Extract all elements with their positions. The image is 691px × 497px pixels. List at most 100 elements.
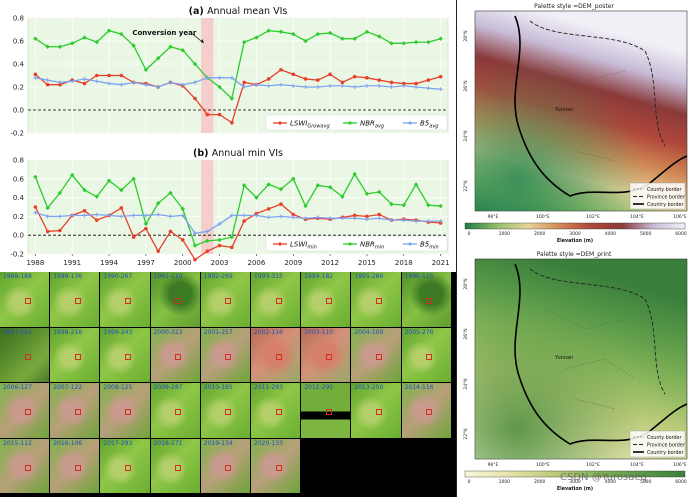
- data-point: [180, 82, 185, 87]
- data-point: [205, 75, 210, 80]
- data-point: [193, 257, 197, 262]
- data-point: [426, 202, 431, 208]
- data-point: [205, 238, 210, 244]
- satellite-tile: 2013-250: [351, 383, 401, 438]
- data-point: [230, 245, 234, 250]
- colorbar-tick-label: 4000: [605, 479, 617, 485]
- data-point: [45, 205, 50, 211]
- plot-location-marker: [74, 409, 81, 416]
- tile-date-label: 2017-293: [103, 439, 133, 447]
- y-tick-label: 0.0: [13, 232, 24, 240]
- plot-location-marker: [225, 464, 232, 471]
- data-point: [426, 39, 431, 45]
- lowland-shading: [475, 11, 687, 211]
- data-point: [45, 44, 50, 49]
- data-point: [389, 218, 394, 223]
- data-point: [82, 81, 87, 86]
- data-point: [401, 81, 406, 86]
- data-point: [364, 191, 370, 197]
- data-point: [364, 29, 370, 34]
- tile-date-label: 2002-116: [254, 328, 283, 336]
- colorbar-tick-label: 0: [468, 231, 471, 237]
- tile-date-label: 1993-315: [254, 273, 283, 280]
- map-title: Palette style =DEM_poster: [534, 3, 614, 10]
- vi-time-series-charts: 0.8 0.6 0.4 0.2 0.0 -0.2 (a) Annual mean VIs Co…: [10, 6, 449, 267]
- data-point: [389, 201, 394, 207]
- data-point: [254, 195, 259, 200]
- data-point: [107, 81, 112, 86]
- map-legend-label: Province border: [647, 443, 685, 449]
- data-point: [119, 214, 124, 219]
- data-point: [303, 38, 308, 44]
- plot-location-marker: [426, 298, 433, 305]
- data-point: [107, 213, 112, 218]
- satellite-tile: 2004-109: [351, 327, 401, 382]
- legend-label: NBRavg: [360, 120, 384, 130]
- satellite-tile: 2010-185: [200, 383, 250, 438]
- data-point: [143, 213, 148, 218]
- data-point: [438, 36, 443, 41]
- plot-location-marker: [375, 353, 382, 360]
- data-point: [217, 237, 222, 243]
- county-border-lines: [544, 308, 636, 410]
- elevation-colorbar: [464, 470, 686, 478]
- data-point: [57, 214, 62, 219]
- data-point: [254, 213, 259, 218]
- data-point: [365, 76, 369, 80]
- data-point: [144, 226, 148, 231]
- data-point: [229, 234, 235, 240]
- data-point: [377, 189, 382, 195]
- tile-date-label: 2000-323: [153, 328, 183, 336]
- tile-date-label: 2005-276: [404, 328, 434, 336]
- data-point: [217, 75, 222, 80]
- conversion-band: [201, 160, 214, 254]
- place-label: Yunnan: [554, 107, 573, 113]
- plot-location-marker: [24, 353, 31, 360]
- x-tick-label: 2012: [321, 259, 339, 267]
- data-point: [119, 206, 124, 210]
- tile-date-label: 1989-136: [53, 273, 83, 280]
- series-line-nbr: [34, 172, 441, 247]
- map-legend-label: Province border: [647, 195, 685, 201]
- data-point: [155, 56, 161, 61]
- chart-title: (b) Annual min VIs: [193, 148, 283, 159]
- annotation-label: Conversion year: [132, 29, 197, 37]
- data-point: [426, 78, 431, 82]
- tile-date-label: 2020-133: [254, 439, 283, 447]
- plot-location-marker: [74, 298, 81, 305]
- colorbar-tick-label: 4000: [605, 231, 617, 237]
- data-point: [291, 212, 296, 217]
- colorbar-tick-label: 1000: [499, 231, 511, 237]
- data-point: [168, 229, 173, 234]
- data-point: [82, 187, 87, 193]
- colorbar-tick-label: 2000: [534, 479, 546, 485]
- data-point: [45, 78, 50, 83]
- elevation-maps: Palette style =DEM_poster Yunnan 28°N 26°N 2…: [463, 3, 688, 492]
- data-point: [119, 187, 124, 193]
- satellite-tile: 2000-323: [150, 327, 200, 382]
- data-point: [70, 79, 75, 84]
- data-point: [193, 80, 198, 85]
- data-point: [340, 80, 345, 85]
- satellite-tile: 2018-271: [150, 438, 200, 493]
- data-point: [291, 215, 296, 220]
- y-tick-label: -0.2: [10, 251, 24, 259]
- data-point: [364, 217, 369, 222]
- watermark-text: CSDN @Yurosaeq: [560, 472, 647, 483]
- tile-date-label: 2004-109: [354, 328, 384, 336]
- tile-date-label: 1997-261: [3, 328, 32, 336]
- x-tick-label: 2009: [284, 259, 302, 267]
- series-line-b5: [35, 212, 441, 235]
- data-point: [414, 81, 418, 86]
- satellite-tile: 2020-133: [251, 438, 301, 493]
- lon-tick-label: 102°E: [586, 214, 600, 220]
- data-point: [266, 77, 271, 81]
- plot-location-marker: [24, 464, 31, 471]
- legend-label: NBRmin: [360, 241, 384, 251]
- plot-location-marker: [375, 409, 382, 416]
- data-point: [242, 213, 247, 218]
- lat-tick-label: 26°N: [463, 80, 469, 91]
- plot-location-marker: [124, 409, 131, 416]
- data-point: [414, 219, 419, 224]
- data-point: [33, 72, 38, 77]
